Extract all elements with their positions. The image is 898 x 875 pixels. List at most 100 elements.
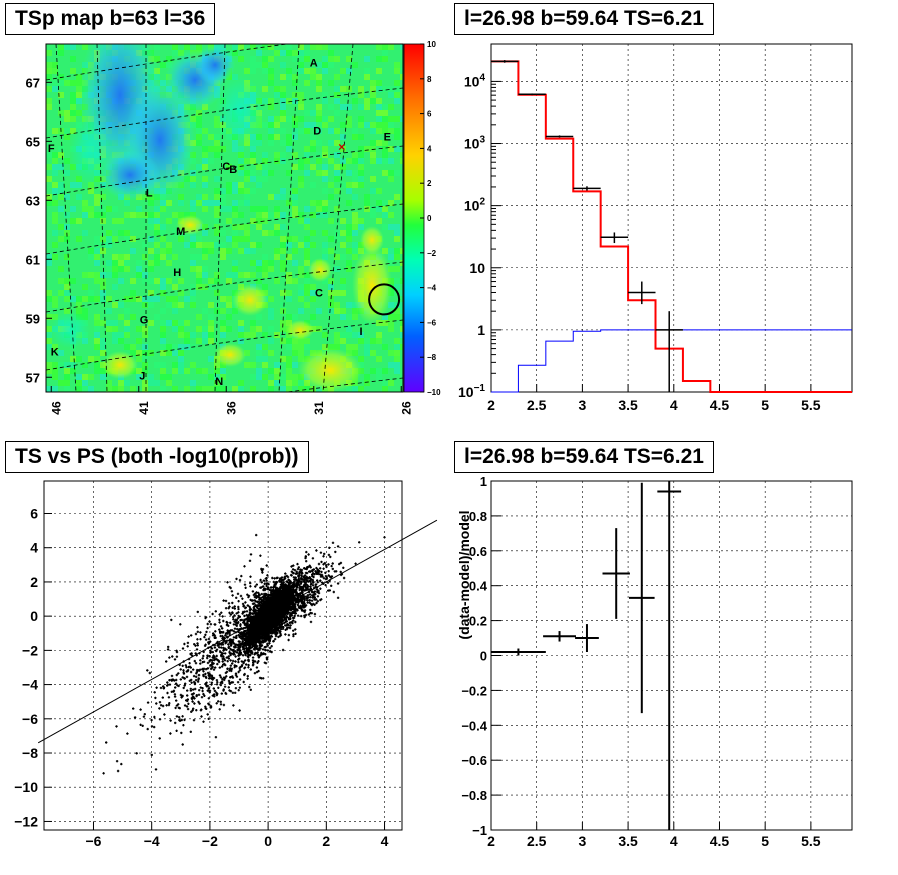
heatmap-pixel	[340, 308, 346, 314]
heatmap-pixel	[214, 368, 220, 374]
heatmap-pixel	[316, 80, 322, 86]
heatmap-pixel	[202, 230, 208, 236]
heatmap-pixel	[358, 116, 364, 122]
heatmap-pixel	[76, 308, 82, 314]
heatmap-pixel	[262, 362, 268, 368]
heatmap-pixel	[130, 296, 136, 302]
heatmap-pixel	[178, 50, 184, 56]
heatmap-pixel	[364, 146, 370, 152]
heatmap-pixel	[130, 314, 136, 320]
heatmap-pixel	[304, 56, 310, 62]
heatmap-pixel	[46, 254, 52, 260]
heatmap-pixel	[340, 242, 346, 248]
heatmap-pixel	[244, 272, 250, 278]
heatmap-pixel	[94, 200, 100, 206]
heatmap-pixel	[352, 176, 358, 182]
heatmap-pixel	[202, 206, 208, 212]
heatmap-pixel	[274, 254, 280, 260]
heatmap-pixel	[316, 116, 322, 122]
heatmap-pixel	[160, 308, 166, 314]
x-tick-label: 41	[137, 401, 151, 415]
heatmap-pixel	[190, 302, 196, 308]
x-tick-label: 46	[49, 401, 63, 415]
heatmap-pixel	[370, 146, 376, 152]
x-tick-label: 2	[322, 833, 330, 849]
source-label: N	[215, 376, 223, 388]
heatmap-pixel	[160, 206, 166, 212]
heatmap-pixel	[220, 230, 226, 236]
heatmap-pixel	[394, 230, 400, 236]
heatmap-pixel	[112, 266, 118, 272]
heatmap-pixel	[286, 98, 292, 104]
heatmap-pixel	[298, 380, 304, 386]
heatmap-pixel	[262, 56, 268, 62]
longitude-gridline	[96, 44, 108, 392]
heatmap-pixel	[64, 44, 70, 50]
heatmap-pixel	[340, 314, 346, 320]
heatmap-pixel	[376, 116, 382, 122]
heatmap-pixel	[112, 254, 118, 260]
heatmap-pixel	[220, 296, 226, 302]
heatmap-pixel	[304, 284, 310, 290]
heatmap-pixel	[124, 236, 130, 242]
heatmap-pixel	[238, 182, 244, 188]
heatmap-pixel	[280, 302, 286, 308]
heatmap-pixel	[52, 374, 58, 380]
heatmap-pixel	[208, 374, 214, 380]
x-tick-label: 26	[399, 401, 413, 415]
heatmap-pixel	[280, 266, 286, 272]
heatmap-pixel	[280, 326, 286, 332]
heatmap-pixel	[232, 242, 238, 248]
heatmap-pixel	[208, 332, 214, 338]
heatmap-pixel	[196, 242, 202, 248]
y-tick-label: 1	[480, 474, 487, 489]
heatmap-pixel	[250, 140, 256, 146]
heatmap-pixel	[376, 80, 382, 86]
heatmap-pixel	[286, 170, 292, 176]
heatmap-pixel	[298, 296, 304, 302]
heatmap-pixel	[394, 308, 400, 314]
heatmap-pixel	[274, 224, 280, 230]
heatmap-pixel	[382, 368, 388, 374]
heatmap-pixel	[304, 242, 310, 248]
y-axis-label: (data-model)/model	[456, 510, 472, 639]
heatmap-pixel	[268, 116, 274, 122]
heatmap-pixel	[352, 314, 358, 320]
heatmap-pixel	[334, 308, 340, 314]
heatmap-pixel	[304, 206, 310, 212]
y-tick-label: −4	[22, 677, 38, 693]
heatmap-pixel	[148, 260, 154, 266]
heatmap-pixel	[334, 332, 340, 338]
heatmap-pixel	[238, 56, 244, 62]
heatmap-pixel	[154, 362, 160, 368]
heatmap-pixel	[358, 92, 364, 98]
heatmap-pixel	[394, 368, 400, 374]
heatmap-pixel	[388, 44, 394, 50]
heatmap-pixel	[172, 344, 178, 350]
heatmap-pixel	[136, 356, 142, 362]
heatmap-pixel	[172, 386, 178, 392]
heatmap-pixel	[100, 278, 106, 284]
heatmap-pixel	[280, 140, 286, 146]
heatmap-pixel	[238, 386, 244, 392]
heatmap-pixel	[82, 314, 88, 320]
heatmap-pixel	[256, 224, 262, 230]
heatmap-pixel	[256, 266, 262, 272]
colorbar-tick-label: 8	[427, 75, 432, 84]
heatmap-pixel	[298, 68, 304, 74]
heatmap-pixel	[208, 338, 214, 344]
heatmap-hotspot	[102, 351, 138, 379]
heatmap-pixel	[310, 182, 316, 188]
y-tick-label: −0.8	[461, 788, 487, 803]
heatmap-pixel	[256, 278, 262, 284]
heatmap-pixel	[292, 338, 298, 344]
heatmap-pixel	[52, 158, 58, 164]
heatmap-pixel	[286, 356, 292, 362]
heatmap-pixel	[280, 386, 286, 392]
heatmap-pixel	[136, 272, 142, 278]
heatmap-pixel	[58, 206, 64, 212]
heatmap-pixel	[220, 248, 226, 254]
heatmap-pixel	[196, 326, 202, 332]
heatmap-pixel	[232, 386, 238, 392]
heatmap-pixel	[118, 380, 124, 386]
